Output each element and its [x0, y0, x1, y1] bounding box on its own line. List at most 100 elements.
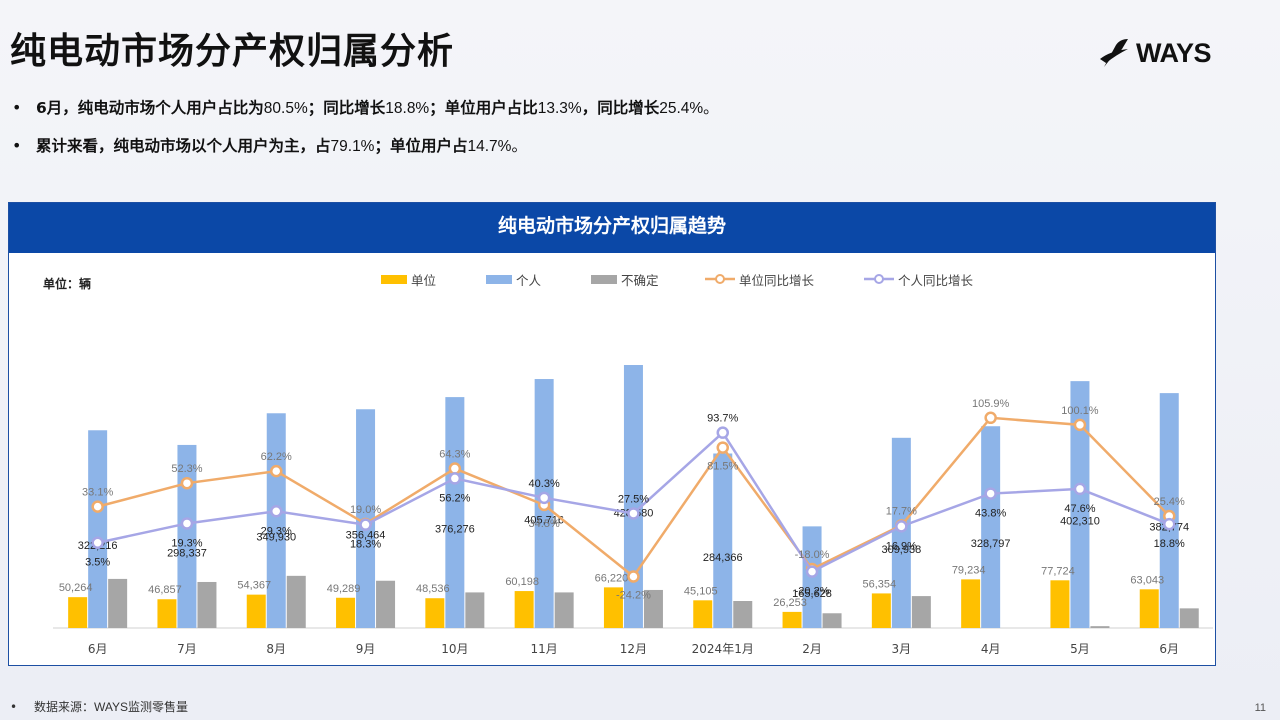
bar-personal: [981, 426, 1001, 628]
bar-personal: [266, 413, 286, 628]
bullet-dot: •: [12, 135, 22, 155]
data-label-personal-yoy: 3.5%: [85, 557, 110, 569]
footer-source: • 数据来源： WAYS 监测零售量: [10, 698, 188, 715]
bar-unknown: [108, 578, 128, 628]
legend-swatch-unknown: [591, 274, 617, 284]
series-personal-yoy-point: [895, 520, 908, 533]
legend-swatch-unit: [381, 274, 407, 284]
data-label-unit-yoy: -24.2%: [616, 590, 651, 602]
bar-unknown: [286, 575, 306, 628]
bar-unknown: [197, 581, 217, 628]
bar-unit: [68, 597, 88, 628]
summary-bullet-1: • 6月，纯电动市场个人用户占比为80.5%；同比增长18.8%；单位用户占比1…: [10, 92, 1210, 122]
bar-unit: [782, 611, 802, 628]
bar-personal: [88, 430, 108, 628]
bar-personal: [445, 397, 465, 628]
data-label-unit-yoy: -18.0%: [795, 549, 830, 561]
bar-unit: [603, 587, 623, 628]
data-label-personal-yoy: 47.6%: [1064, 503, 1095, 515]
data-label-unit: 26,253: [773, 597, 807, 609]
bar-unknown: [733, 601, 753, 628]
series-unit-yoy-point: [448, 462, 462, 475]
bar-unit: [157, 599, 177, 628]
bullet-dot: •: [10, 699, 18, 714]
bar-personal: [177, 444, 197, 628]
x-tick-label: 9月: [356, 642, 376, 656]
series-personal-yoy-point: [91, 536, 104, 549]
data-label-personal-yoy: 27.5%: [618, 493, 649, 505]
bar-unit: [1139, 589, 1159, 628]
data-label-unit-yoy: 105.9%: [972, 398, 1010, 410]
x-tick-label: 8月: [266, 642, 286, 656]
data-label-personal: 349,930: [256, 532, 296, 544]
data-label-unit-yoy: 34.5%: [529, 518, 560, 530]
series-personal-yoy-point: [270, 505, 283, 518]
bar-unknown: [465, 592, 485, 628]
data-label-unit: 48,536: [416, 583, 450, 595]
x-tick-label: 7月: [177, 642, 197, 656]
legend-label-unit: 单位: [411, 272, 437, 288]
data-label-unit: 56,354: [863, 578, 897, 590]
bar-unit: [693, 600, 713, 628]
summary-bullets: • 6月，纯电动市场个人用户占比为80.5%；同比增长18.8%；单位用户占比1…: [10, 92, 1210, 168]
chart-legend: 单位 个人 不确定 单位同比增长 个人同比增长: [9, 269, 1217, 289]
bar-unknown: [822, 613, 842, 628]
legend-item-unit: 单位: [381, 269, 436, 289]
bar-unknown: [554, 592, 574, 628]
summary-bullet-2: • 累计来看，纯电动市场以个人用户为主，占79.1%；单位用户占14.7%。: [10, 130, 1210, 160]
data-label-personal: 328,797: [971, 538, 1011, 550]
series-personal-yoy-point: [180, 517, 194, 530]
bar-unknown: [643, 589, 663, 628]
legend-line-unit-yoy: [705, 274, 735, 284]
bar-unknown: [376, 580, 396, 628]
data-label-personal: 284,366: [703, 552, 743, 564]
legend-label-unknown: 不确定: [621, 272, 659, 288]
unit-label: 单位：辆: [43, 277, 92, 291]
ways-logo-text: WAYS: [1136, 37, 1212, 68]
bar-unit: [514, 591, 534, 628]
bar-unit: [961, 579, 981, 628]
data-label-unit: 79,234: [952, 564, 986, 576]
data-label-personal-yoy: 56.2%: [439, 492, 470, 504]
series-unit-yoy-point: [716, 441, 729, 454]
x-tick-label: 3月: [892, 642, 912, 656]
summary-text-2: 累计来看，纯电动市场以个人用户为主，占79.1%；单位用户占14.7%。: [36, 137, 527, 155]
data-label-personal-yoy: 19.3%: [171, 537, 202, 549]
series-personal-yoy-point: [627, 507, 640, 520]
data-label-unit: 45,105: [684, 585, 718, 597]
x-tick-label: 4月: [981, 642, 1001, 656]
legend-item-unit-yoy: 单位同比增长: [705, 269, 814, 289]
chart-panel: 纯电动市场分产权归属趋势 单位：辆 单位 个人 不确定 单位同比增长: [8, 202, 1216, 666]
series-unit-yoy-point: [627, 570, 640, 583]
series-personal-yoy-point: [1073, 482, 1087, 496]
data-label-personal-yoy: 40.3%: [529, 478, 560, 490]
legend-label-personal-yoy: 个人同比增长: [898, 272, 974, 288]
legend-line-personal-yoy: [864, 274, 894, 284]
data-label-personal: 309,938: [881, 544, 921, 556]
bar-unit: [1050, 580, 1070, 628]
x-tick-label: 12月: [620, 642, 647, 656]
data-label-unit: 49,289: [327, 583, 361, 595]
chart-title: 纯电动市场分产权归属趋势: [9, 203, 1215, 253]
data-label-personal-yoy: 29.3%: [261, 525, 292, 537]
series-unit-yoy-point: [270, 464, 283, 478]
data-label-unit-yoy: 52.3%: [171, 463, 202, 475]
data-label-unit: 46,857: [148, 584, 182, 596]
ways-logo: WAYS: [1098, 36, 1218, 70]
series-unit-yoy-point: [1073, 418, 1087, 432]
legend-item-personal: 个人: [486, 269, 541, 289]
data-label-personal-yoy: 18.3%: [350, 539, 381, 551]
bar-unknown: [1179, 608, 1199, 628]
legend-item-personal-yoy: 个人同比增长: [864, 269, 973, 289]
data-label-personal-yoy: 16.9%: [886, 540, 917, 552]
x-tick-label: 2月: [802, 642, 822, 656]
series-personal-yoy-point: [716, 426, 729, 439]
series-unit-yoy-point: [984, 411, 997, 425]
data-label-personal: 376,276: [435, 524, 475, 536]
x-tick-label: 6月: [1159, 642, 1179, 656]
series-personal-yoy-point: [805, 565, 819, 578]
bar-personal: [713, 453, 733, 628]
chart-plot: 6月50,264322,2167月46,857298,3378月54,36734…: [53, 365, 1213, 656]
bar-personal: [623, 365, 643, 628]
source-label: 数据来源：: [34, 700, 95, 714]
